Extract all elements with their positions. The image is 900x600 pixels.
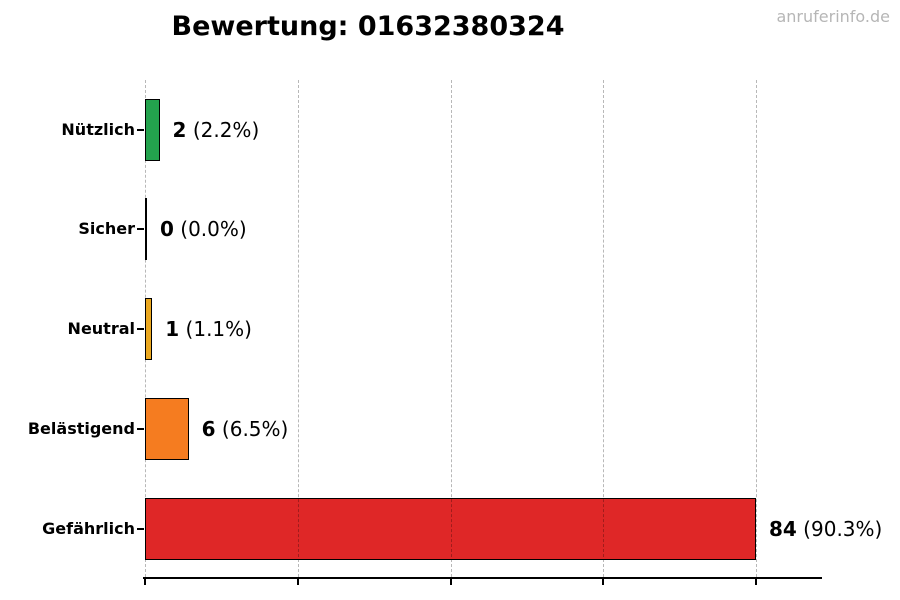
value-label: 6 (6.5%) (201, 416, 289, 441)
y-tick (137, 228, 144, 231)
gridline-x-63 (603, 80, 605, 577)
x-axis (143, 577, 822, 579)
x-tick (755, 579, 757, 585)
y-tick (137, 328, 144, 330)
bar-neutral (145, 298, 153, 360)
category-label: Belästigend (27, 418, 135, 438)
gridline-x-21 (297, 80, 299, 577)
y-tick (137, 128, 144, 131)
bar-nützlich (145, 98, 160, 161)
x-tick (296, 579, 299, 585)
x-tick (449, 579, 452, 585)
value-number: 1 (165, 317, 180, 341)
value-number: 0 (160, 217, 174, 242)
value-number: 84 (768, 516, 797, 541)
gridline-x-0 (145, 80, 146, 577)
category-label: Gefährlich (42, 518, 135, 538)
value-label: 0 (0.0%) (160, 217, 247, 242)
x-tick (602, 579, 605, 585)
bar-belästigend (145, 397, 189, 460)
category-label: Nützlich (61, 119, 135, 139)
category-label: Sicher (78, 219, 135, 239)
value-number: 2 (172, 117, 187, 142)
x-tick (144, 579, 146, 585)
gridline-x-42 (450, 80, 452, 577)
bar-sicher (145, 198, 147, 261)
value-label: 1 (1.1%) (165, 317, 252, 341)
gridline-x-84 (756, 80, 757, 577)
y-tick (137, 527, 144, 530)
value-label: 84 (90.3%) (768, 516, 883, 541)
bar-gefährlich (145, 497, 756, 560)
chart-title: Bewertung: 01632380324 (171, 11, 565, 42)
category-label: Neutral (67, 319, 135, 338)
y-tick (137, 427, 144, 430)
plot-area (145, 80, 821, 577)
value-label: 2 (2.2%) (172, 117, 260, 142)
value-number: 6 (201, 416, 216, 441)
watermark: anruferinfo.de (776, 7, 890, 26)
